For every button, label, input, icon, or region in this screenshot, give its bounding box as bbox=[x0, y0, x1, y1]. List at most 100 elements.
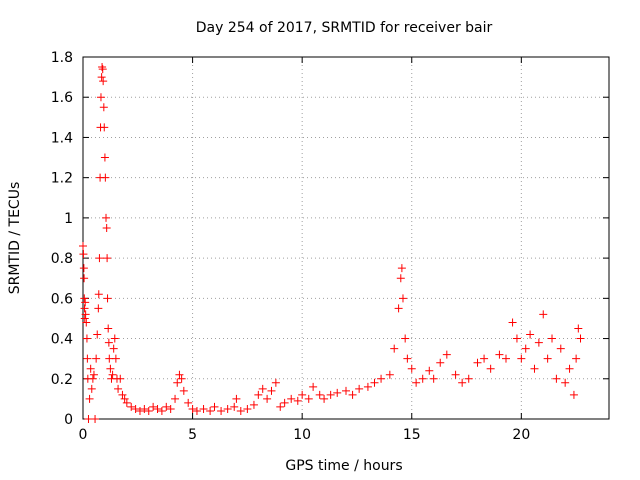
y-tick-label: 0.2 bbox=[51, 372, 73, 388]
data-point bbox=[94, 290, 103, 299]
data-point bbox=[103, 294, 112, 303]
data-point bbox=[304, 394, 313, 403]
data-point bbox=[534, 338, 543, 347]
data-point bbox=[385, 370, 394, 379]
x-tick-label: 15 bbox=[403, 427, 421, 443]
data-point bbox=[118, 390, 127, 399]
data-point bbox=[110, 334, 119, 343]
data-point bbox=[135, 406, 144, 415]
data-points bbox=[79, 63, 585, 423]
data-point bbox=[458, 378, 467, 387]
data-point bbox=[81, 310, 90, 319]
data-point bbox=[171, 394, 180, 403]
data-point bbox=[106, 364, 115, 373]
data-point bbox=[521, 344, 530, 353]
data-point bbox=[88, 374, 97, 383]
data-point bbox=[539, 310, 548, 319]
data-point bbox=[82, 334, 91, 343]
data-point bbox=[271, 378, 280, 387]
data-point bbox=[101, 173, 110, 182]
data-point bbox=[95, 254, 104, 263]
data-point bbox=[223, 404, 232, 413]
data-point bbox=[89, 370, 98, 379]
data-point bbox=[526, 330, 535, 339]
data-point bbox=[100, 153, 109, 162]
data-point bbox=[104, 338, 113, 347]
data-point bbox=[280, 398, 289, 407]
data-point bbox=[91, 415, 100, 423]
data-point bbox=[315, 390, 324, 399]
y-tick-label: 1.6 bbox=[51, 90, 73, 106]
x-tick-label: 20 bbox=[512, 427, 530, 443]
data-point bbox=[102, 223, 111, 232]
y-tick-label: 1.2 bbox=[51, 171, 73, 187]
data-point bbox=[80, 314, 89, 323]
data-point bbox=[79, 250, 88, 259]
data-point bbox=[263, 394, 272, 403]
data-point bbox=[188, 404, 197, 413]
data-point bbox=[116, 374, 125, 383]
data-point bbox=[177, 374, 186, 383]
data-point bbox=[552, 374, 561, 383]
y-tick-label: 1 bbox=[64, 211, 73, 227]
data-point bbox=[80, 304, 89, 313]
data-point bbox=[390, 344, 399, 353]
data-point bbox=[576, 334, 585, 343]
axis-ticks bbox=[82, 56, 609, 420]
data-point bbox=[451, 370, 460, 379]
data-point bbox=[249, 400, 258, 409]
data-point bbox=[572, 354, 581, 363]
data-point bbox=[120, 394, 129, 403]
data-point bbox=[548, 334, 557, 343]
data-point bbox=[397, 264, 406, 273]
data-point bbox=[425, 366, 434, 375]
data-point bbox=[210, 402, 219, 411]
data-point bbox=[79, 242, 87, 251]
data-point bbox=[85, 394, 94, 403]
data-point bbox=[79, 264, 88, 273]
data-point bbox=[206, 406, 215, 415]
y-tick-label: 0 bbox=[64, 412, 73, 428]
data-point bbox=[99, 77, 108, 86]
data-point bbox=[530, 364, 539, 373]
data-point bbox=[97, 73, 106, 82]
data-point bbox=[81, 298, 90, 307]
data-point bbox=[556, 344, 565, 353]
chart-title: Day 254 of 2017, SRMTID for receiver bai… bbox=[196, 20, 493, 36]
data-point bbox=[495, 350, 504, 359]
data-point bbox=[512, 334, 521, 343]
data-point bbox=[370, 378, 379, 387]
data-point bbox=[153, 404, 162, 413]
x-tick-label: 5 bbox=[188, 427, 197, 443]
data-point bbox=[140, 404, 149, 413]
x-axis-label: GPS time / hours bbox=[285, 458, 402, 474]
data-point bbox=[348, 390, 357, 399]
y-tick-label: 0.6 bbox=[51, 291, 73, 307]
data-point bbox=[565, 364, 574, 373]
data-point bbox=[333, 388, 342, 397]
data-point bbox=[114, 384, 123, 393]
data-point bbox=[199, 404, 208, 413]
data-point bbox=[80, 294, 89, 303]
data-point bbox=[418, 374, 427, 383]
data-point bbox=[82, 318, 91, 327]
data-point bbox=[127, 402, 136, 411]
y-tick-label: 0.8 bbox=[51, 251, 73, 267]
data-point bbox=[403, 354, 412, 363]
x-tick-label: 0 bbox=[79, 427, 88, 443]
data-point bbox=[320, 394, 329, 403]
plot-frame bbox=[82, 56, 610, 420]
data-point bbox=[236, 406, 245, 415]
data-point bbox=[561, 378, 570, 387]
data-point bbox=[398, 294, 407, 303]
data-point bbox=[162, 402, 171, 411]
data-point bbox=[298, 390, 307, 399]
data-point bbox=[96, 93, 105, 102]
data-point bbox=[287, 394, 296, 403]
y-axis-label: SRMTID / TECUs bbox=[7, 182, 23, 295]
data-point bbox=[232, 394, 241, 403]
data-point bbox=[86, 364, 95, 373]
data-point bbox=[480, 354, 489, 363]
data-point bbox=[175, 370, 184, 379]
